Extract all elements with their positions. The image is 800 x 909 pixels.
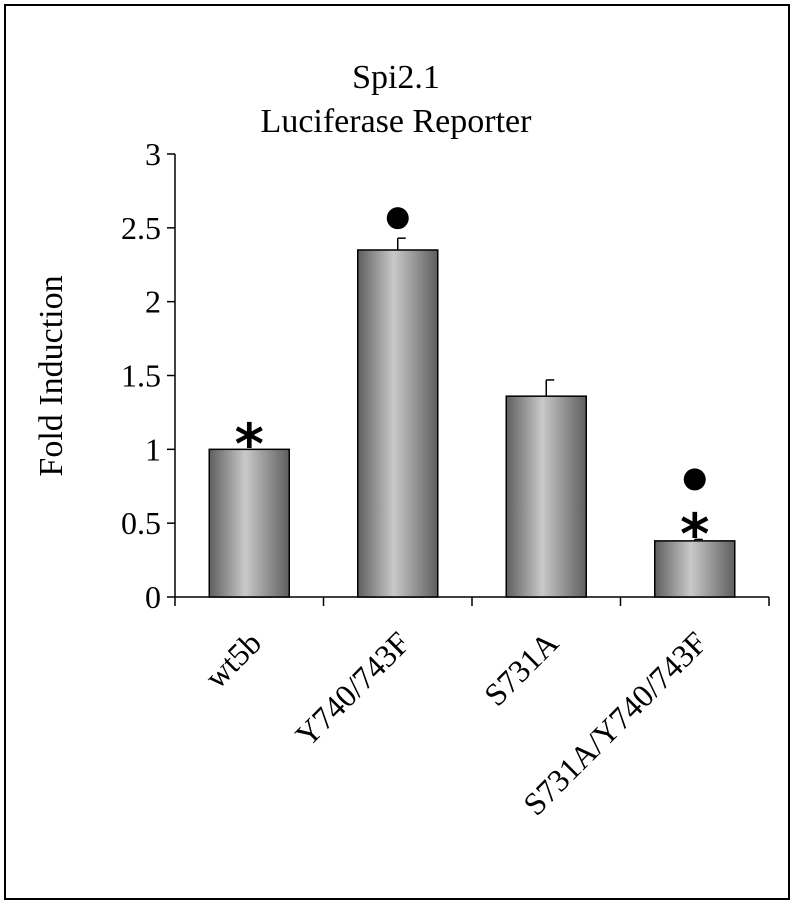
significance-asterisk: * <box>235 412 264 477</box>
y-tick-label: 2 <box>145 284 161 320</box>
y-tick-label: 1.5 <box>121 358 161 394</box>
significance-asterisk: * <box>680 502 709 567</box>
x-tick-label: Y740/743F <box>288 624 417 753</box>
y-tick-label: 1 <box>145 431 161 467</box>
significance-dot <box>683 468 706 491</box>
plot-area: 00.511.522.53*wt5b Y740/743F S731A*S731A/Y… <box>121 136 770 822</box>
y-tick-label: 2.5 <box>121 210 161 246</box>
y-tick-label: 3 <box>145 136 161 172</box>
bar <box>208 448 290 598</box>
bar <box>357 249 439 598</box>
bar <box>505 395 587 598</box>
y-axis-label: Fold Induction <box>33 275 70 476</box>
x-tick-label: wt5b <box>197 624 268 695</box>
chart-subtitle: Luciferase Reporter <box>261 103 533 140</box>
chart-frame: Spi2.1 Luciferase Reporter Fold Inductio… <box>4 4 790 900</box>
y-tick-label: 0 <box>145 579 161 615</box>
chart-svg: Spi2.1 Luciferase Reporter Fold Inductio… <box>33 59 770 822</box>
x-tick-label: S731A <box>477 624 565 712</box>
y-tick-label: 0.5 <box>121 505 161 541</box>
significance-dot <box>386 207 409 230</box>
chart-title: Spi2.1 <box>352 59 440 96</box>
